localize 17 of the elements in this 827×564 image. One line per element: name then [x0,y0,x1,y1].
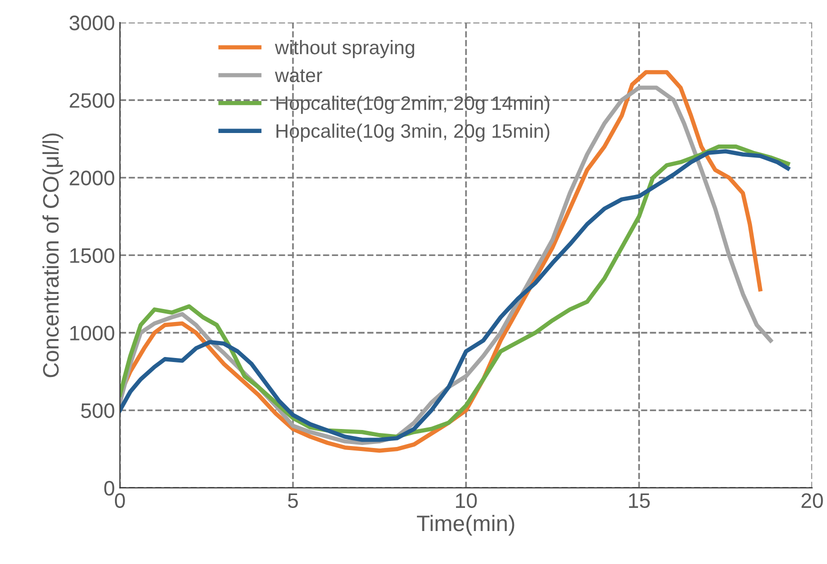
y-tick-label: 3000 [70,16,114,30]
x-tick-label: 0 [114,493,125,508]
x-tick-label: 5 [288,493,298,508]
y-tick-label: 1500 [70,248,114,263]
y-tick-label: 2000 [70,170,114,186]
x-axis-title: Time(min) [416,514,514,536]
y-tick-label: 0 [104,480,114,496]
legend-label: Hopcalite(10g 3min, 20g 15min) [276,124,550,142]
y-tick-label: 2500 [70,93,114,108]
y-tick-label: 500 [81,403,114,418]
legend-label: water [274,69,322,82]
y-axis-title: Concentration of CO(μl/l) [42,133,64,378]
x-tick-label: 20 [802,493,823,508]
y-tick-label: 1000 [70,326,114,341]
x-tick-label: 10 [456,493,477,508]
legend-label: without spraying [274,40,414,58]
x-tick-label: 15 [629,493,650,508]
